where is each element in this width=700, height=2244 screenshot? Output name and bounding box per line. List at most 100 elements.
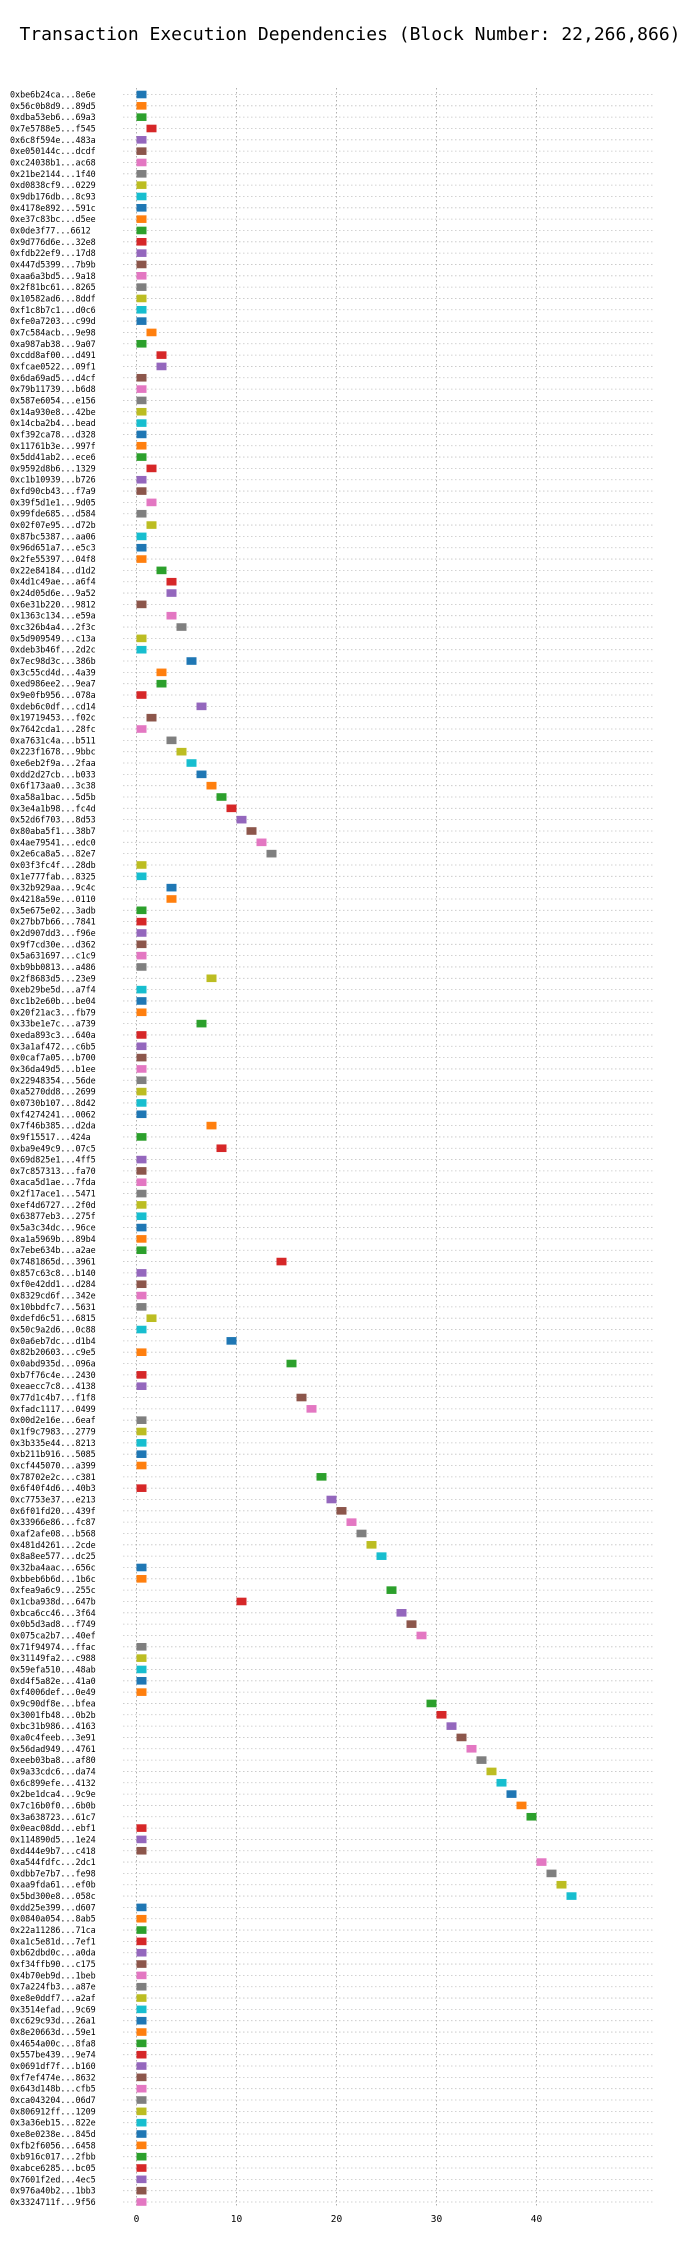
y-tick-label: 0x7642cda1...28fc xyxy=(10,724,96,734)
transaction-bar xyxy=(246,827,257,835)
transaction-bar xyxy=(136,1676,147,1685)
transaction-bar xyxy=(376,1552,387,1560)
y-tick-label: 0x1cba938d...647b xyxy=(10,1596,96,1606)
transaction-bar xyxy=(176,623,187,631)
transaction-bar xyxy=(136,136,147,144)
transaction-bar xyxy=(136,1303,147,1311)
y-tick-label: 0x32b929aa...9c4c xyxy=(10,883,96,893)
transaction-bar xyxy=(436,1710,447,1719)
transaction-bar xyxy=(456,1733,467,1742)
transaction-bar xyxy=(136,215,147,223)
transaction-bar xyxy=(136,317,147,325)
y-tick-label: 0x39f5d1e1...9d05 xyxy=(10,497,96,507)
y-tick-label: 0xb9bb0813...a486 xyxy=(10,962,96,972)
transaction-bar xyxy=(566,1892,577,1900)
y-tick-label: 0x14cba2b4...bead xyxy=(10,418,96,428)
y-tick-label: 0x52d6f703...8d53 xyxy=(10,815,96,825)
transaction-bar xyxy=(136,1382,147,1390)
y-tick-label: 0xcdd8af00...d491 xyxy=(10,350,96,360)
transaction-bar xyxy=(136,1189,147,1198)
y-tick-label: 0xe8e0ddf7...a2af xyxy=(10,1993,96,2003)
transaction-bar xyxy=(136,509,147,518)
transaction-bar xyxy=(136,2175,147,2184)
y-tick-label: 0x1f9c7983...2779 xyxy=(10,1427,96,1437)
transaction-bar xyxy=(146,713,157,722)
y-tick-label: 0x4d1c49ae...a6f4 xyxy=(10,577,96,587)
transaction-bar xyxy=(186,759,197,767)
y-tick-label: 0x5dd41ab2...ece6 xyxy=(10,452,96,462)
transaction-bar xyxy=(136,90,147,99)
transaction-bar xyxy=(136,2141,147,2150)
y-tick-label: 0xa58a1bac...5d5b xyxy=(10,792,96,802)
y-tick-label: 0x59efa510...48ab xyxy=(10,1664,96,1674)
y-tick-label: 0xdeb6c0df...cd14 xyxy=(10,701,96,711)
y-tick-label: 0x2d907dd3...f96e xyxy=(10,928,96,938)
y-tick-label: 0xfb2f6056...6458 xyxy=(10,2140,96,2150)
transaction-bar xyxy=(156,668,167,677)
y-tick-label: 0xb62dbd0c...a0da xyxy=(10,1948,96,1958)
y-tick-label: 0x4178e892...591c xyxy=(10,203,96,213)
transaction-bar xyxy=(136,339,147,348)
transaction-bar xyxy=(136,1280,147,1289)
transaction-bar xyxy=(136,1348,147,1357)
y-tick-label: 0xd4f5a82e...41a0 xyxy=(10,1676,96,1686)
y-tick-label: 0x3324711f...9f56 xyxy=(10,2197,96,2207)
y-tick-label: 0x77d1c4b7...f1f8 xyxy=(10,1393,96,1403)
transaction-bar xyxy=(136,2096,147,2104)
y-tick-label: 0xdbb7e7b7...fe98 xyxy=(10,1868,96,1878)
y-tick-label: 0x075ca2b7...40ef xyxy=(10,1630,96,1640)
y-tick-label: 0x22948354...56de xyxy=(10,1075,96,1085)
transaction-bar xyxy=(286,1359,297,1368)
transaction-bar xyxy=(136,2118,147,2127)
y-tick-label: 0x19719453...f02c xyxy=(10,713,96,723)
y-tick-label: 0xdefd6c51...6815 xyxy=(10,1313,96,1323)
y-tick-label: 0xd444e9b7...c418 xyxy=(10,1846,96,1856)
y-tick-label: 0x9f15517...424a xyxy=(10,1132,91,1142)
y-tick-label: 0xc24038b1...ac68 xyxy=(10,157,96,167)
transaction-bar xyxy=(136,102,147,110)
transaction-bar xyxy=(166,883,177,892)
y-tick-label: 0x31149fa2...c988 xyxy=(10,1653,96,1663)
transaction-bar xyxy=(136,997,147,1005)
y-tick-label: 0x3e4a1b98...fc4d xyxy=(10,803,96,813)
y-tick-label: 0xb916c017...2fbb xyxy=(10,2152,96,2162)
transaction-bar xyxy=(166,589,177,597)
y-tick-label: 0x00d2e16e...6eaf xyxy=(10,1415,96,1425)
transaction-bar xyxy=(356,1529,367,1538)
transaction-bar xyxy=(136,294,147,303)
y-tick-label: 0x9c90df8e...bfea xyxy=(10,1698,96,1708)
transaction-bar xyxy=(136,1824,147,1832)
y-tick-label: 0xa1c5e81d...7ef1 xyxy=(10,1936,96,1946)
transaction-bar xyxy=(136,2107,147,2116)
transaction-bar xyxy=(136,1269,147,1277)
transaction-bar xyxy=(136,407,147,416)
transaction-bar xyxy=(136,1042,147,1051)
y-tick-label: 0x4ae79541...edc0 xyxy=(10,837,96,847)
transaction-bar xyxy=(136,872,147,881)
transaction-bar xyxy=(136,861,147,869)
transaction-bar xyxy=(156,679,167,688)
y-tick-label: 0x7a224fb3...a87e xyxy=(10,1982,96,1992)
transaction-bar xyxy=(136,1948,147,1957)
y-tick-label: 0x80aba5f1...38b7 xyxy=(10,826,96,836)
y-tick-label: 0xfdb22ef9...17d8 xyxy=(10,248,96,258)
transaction-bar xyxy=(136,283,147,291)
transaction-bar xyxy=(526,1812,537,1821)
transaction-bar xyxy=(206,974,217,983)
transaction-bar xyxy=(266,849,277,858)
transaction-bar xyxy=(136,543,147,552)
y-tick-label: 0x2fe55397...04f8 xyxy=(10,554,96,564)
transaction-bar xyxy=(136,2028,147,2036)
transaction-bar xyxy=(136,2130,147,2138)
y-tick-label: 0xbca6cc46...3f64 xyxy=(10,1608,96,1618)
y-tick-label: 0xfea9a6c9...255c xyxy=(10,1585,96,1595)
y-tick-label: 0x3a1af472...c6b5 xyxy=(10,1041,96,1051)
transaction-bar xyxy=(136,600,147,609)
transaction-bar xyxy=(546,1869,557,1878)
transaction-bar xyxy=(136,487,147,495)
transaction-bar xyxy=(136,181,147,189)
transaction-bar xyxy=(196,770,207,779)
transaction-bar xyxy=(166,736,177,745)
transaction-bar xyxy=(136,2164,147,2172)
